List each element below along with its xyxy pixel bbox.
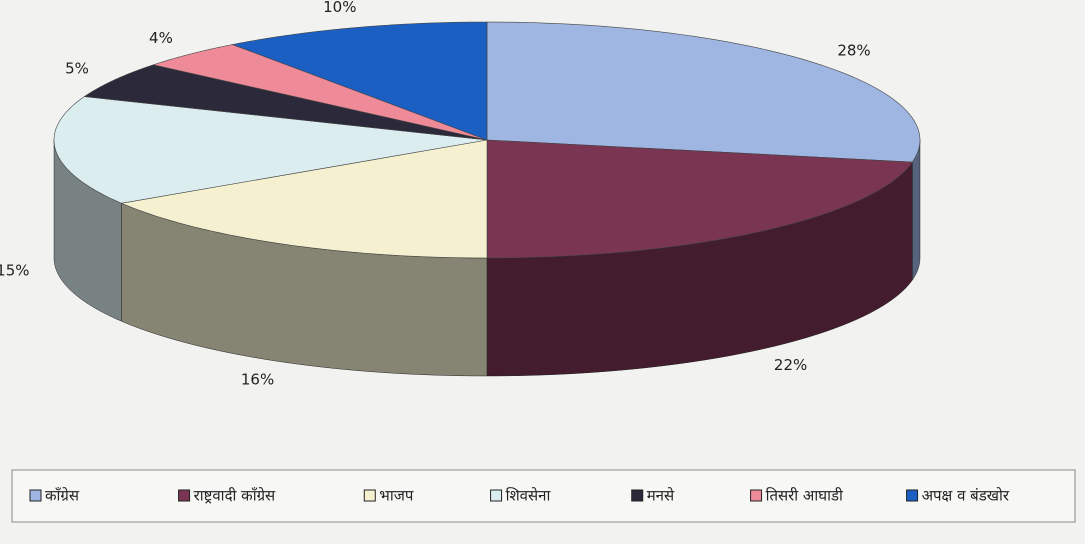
- legend-swatch: [178, 489, 191, 502]
- slice: [83, 64, 488, 141]
- legend-label: मनसे: [647, 487, 675, 505]
- data-label: 16%: [241, 371, 274, 389]
- slice: [152, 44, 488, 141]
- legend-swatch: [363, 489, 376, 502]
- legend-label: काँग्रेस: [45, 487, 80, 505]
- legend-label: भाजप: [379, 487, 414, 505]
- data-label: 15%: [0, 262, 29, 280]
- data-label: 22%: [774, 356, 807, 374]
- data-label: 4%: [149, 29, 173, 47]
- slice-side-shade: [121, 203, 487, 376]
- slice: [231, 21, 488, 141]
- slice: [486, 139, 913, 259]
- legend-swatch: [750, 489, 763, 502]
- legend-label: शिवसेना: [506, 487, 552, 505]
- legend-label: तिसरी आघाडी: [766, 487, 844, 505]
- slice-side-shade: [912, 140, 920, 281]
- legend-swatch: [490, 489, 503, 502]
- data-label: 28%: [837, 42, 870, 60]
- slice: [53, 96, 488, 204]
- legend-label: अपक्ष व बंडखोर: [922, 487, 1010, 505]
- slice: [120, 139, 488, 259]
- legend-swatch: [906, 489, 919, 502]
- slice-side-shade: [54, 140, 122, 322]
- legend-swatch: [29, 489, 42, 502]
- data-label: 10%: [323, 0, 356, 16]
- slice-side-shade: [487, 162, 913, 376]
- legend-swatch: [631, 489, 644, 502]
- legend-label: राष्ट्रवादी काँग्रेस: [194, 487, 276, 505]
- slice: [486, 21, 921, 163]
- data-label: 5%: [65, 60, 89, 78]
